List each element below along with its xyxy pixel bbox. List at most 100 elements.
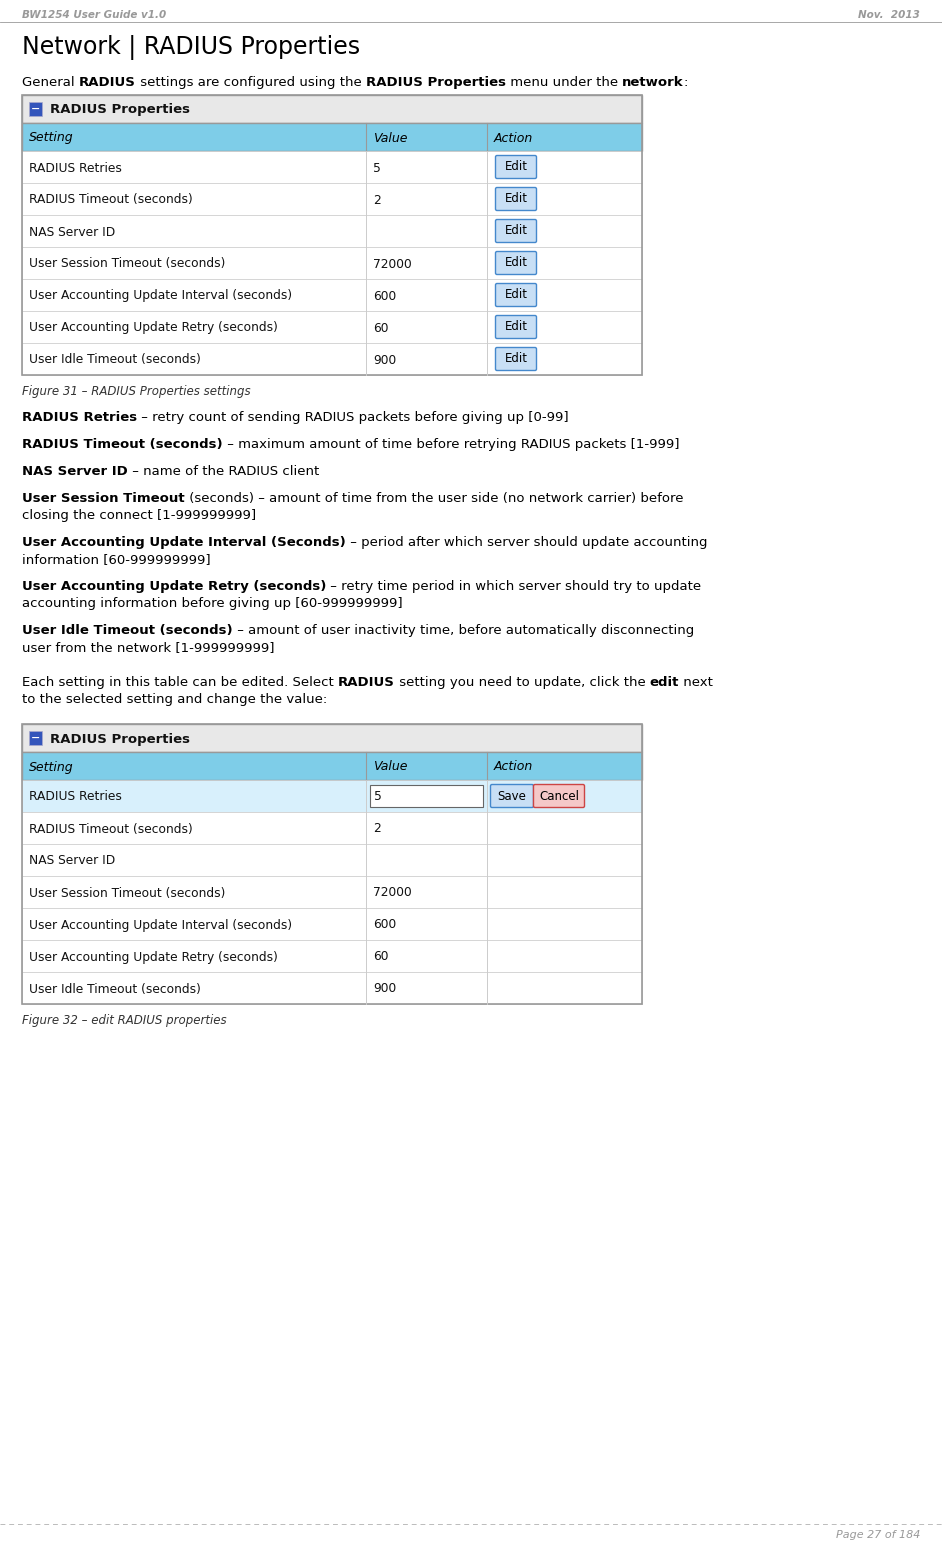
FancyBboxPatch shape bbox=[495, 347, 537, 370]
Text: NAS Server ID: NAS Server ID bbox=[29, 225, 115, 239]
Text: Value: Value bbox=[373, 760, 408, 774]
FancyBboxPatch shape bbox=[22, 725, 642, 752]
Text: settings are configured using the: settings are configured using the bbox=[136, 76, 365, 89]
Text: Each setting in this table can be edited. Select: Each setting in this table can be edited… bbox=[22, 675, 338, 689]
FancyBboxPatch shape bbox=[495, 316, 537, 339]
Text: Network | RADIUS Properties: Network | RADIUS Properties bbox=[22, 35, 360, 60]
Text: – amount of user inactivity time, before automatically disconnecting: – amount of user inactivity time, before… bbox=[233, 625, 694, 637]
FancyBboxPatch shape bbox=[495, 219, 537, 242]
FancyBboxPatch shape bbox=[22, 279, 642, 311]
FancyBboxPatch shape bbox=[22, 96, 642, 123]
Text: Edit: Edit bbox=[505, 193, 528, 205]
Text: Edit: Edit bbox=[505, 256, 528, 270]
FancyBboxPatch shape bbox=[22, 752, 642, 780]
Text: 72000: 72000 bbox=[373, 258, 412, 270]
Text: 5: 5 bbox=[374, 790, 382, 802]
Text: General: General bbox=[22, 76, 79, 89]
Text: RADIUS: RADIUS bbox=[338, 675, 395, 689]
Text: closing the connect [1-999999999]: closing the connect [1-999999999] bbox=[22, 509, 256, 523]
Text: setting you need to update, click the: setting you need to update, click the bbox=[395, 675, 650, 689]
Text: Action: Action bbox=[494, 760, 533, 774]
Text: Setting: Setting bbox=[29, 131, 73, 145]
Text: :: : bbox=[684, 76, 688, 89]
Text: RADIUS: RADIUS bbox=[79, 76, 136, 89]
Text: Setting: Setting bbox=[29, 760, 73, 774]
Text: Edit: Edit bbox=[505, 288, 528, 302]
Text: Edit: Edit bbox=[505, 225, 528, 237]
FancyBboxPatch shape bbox=[22, 247, 642, 279]
Text: RADIUS Properties: RADIUS Properties bbox=[50, 732, 190, 745]
FancyBboxPatch shape bbox=[29, 731, 42, 745]
FancyBboxPatch shape bbox=[22, 780, 642, 813]
Text: Edit: Edit bbox=[505, 353, 528, 365]
Text: 900: 900 bbox=[373, 982, 397, 996]
Text: network: network bbox=[622, 76, 684, 89]
FancyBboxPatch shape bbox=[491, 785, 533, 808]
FancyBboxPatch shape bbox=[22, 214, 642, 247]
Text: −: − bbox=[31, 103, 41, 114]
FancyBboxPatch shape bbox=[22, 183, 642, 214]
Text: RADIUS Retries: RADIUS Retries bbox=[29, 791, 122, 803]
FancyBboxPatch shape bbox=[370, 785, 483, 806]
Text: User Idle Timeout (seconds): User Idle Timeout (seconds) bbox=[29, 353, 201, 367]
Text: – maximum amount of time before retrying RADIUS packets [1-999]: – maximum amount of time before retrying… bbox=[222, 438, 679, 450]
FancyBboxPatch shape bbox=[22, 123, 642, 151]
Text: (seconds) – amount of time from the user side (no network carrier) before: (seconds) – amount of time from the user… bbox=[185, 492, 683, 504]
FancyBboxPatch shape bbox=[495, 251, 537, 274]
Text: Action: Action bbox=[494, 131, 533, 145]
Text: 600: 600 bbox=[373, 919, 397, 931]
Text: User Accounting Update Retry (seconds): User Accounting Update Retry (seconds) bbox=[22, 580, 326, 594]
FancyBboxPatch shape bbox=[22, 311, 642, 342]
Text: 60: 60 bbox=[373, 321, 389, 335]
Text: Figure 31 – RADIUS Properties settings: Figure 31 – RADIUS Properties settings bbox=[22, 386, 251, 398]
Text: User Accounting Update Interval (seconds): User Accounting Update Interval (seconds… bbox=[29, 919, 292, 931]
Text: User Session Timeout (seconds): User Session Timeout (seconds) bbox=[29, 258, 225, 270]
FancyBboxPatch shape bbox=[22, 843, 642, 876]
Text: RADIUS Timeout (seconds): RADIUS Timeout (seconds) bbox=[29, 193, 193, 207]
Text: Nov.  2013: Nov. 2013 bbox=[858, 9, 920, 20]
Text: – name of the RADIUS client: – name of the RADIUS client bbox=[128, 466, 319, 478]
Text: 600: 600 bbox=[373, 290, 397, 302]
Text: RADIUS Timeout (seconds): RADIUS Timeout (seconds) bbox=[22, 438, 222, 450]
FancyBboxPatch shape bbox=[22, 941, 642, 971]
Text: Value: Value bbox=[373, 131, 408, 145]
Text: edit: edit bbox=[650, 675, 679, 689]
Text: 5: 5 bbox=[373, 162, 381, 174]
Text: 2: 2 bbox=[373, 193, 381, 207]
FancyBboxPatch shape bbox=[22, 342, 642, 375]
Text: 900: 900 bbox=[373, 353, 397, 367]
Text: User Accounting Update Retry (seconds): User Accounting Update Retry (seconds) bbox=[29, 321, 278, 335]
Text: User Accounting Update Interval (seconds): User Accounting Update Interval (seconds… bbox=[29, 290, 292, 302]
Text: Figure 32 – edit RADIUS properties: Figure 32 – edit RADIUS properties bbox=[22, 1015, 227, 1027]
Text: User Session Timeout (seconds): User Session Timeout (seconds) bbox=[29, 887, 225, 899]
FancyBboxPatch shape bbox=[22, 971, 642, 1004]
Text: 2: 2 bbox=[373, 822, 381, 836]
Text: accounting information before giving up [60-999999999]: accounting information before giving up … bbox=[22, 597, 402, 611]
Text: 60: 60 bbox=[373, 950, 389, 964]
FancyBboxPatch shape bbox=[22, 151, 642, 183]
Text: RADIUS Properties: RADIUS Properties bbox=[50, 103, 190, 117]
Text: BW1254 User Guide v1.0: BW1254 User Guide v1.0 bbox=[22, 9, 166, 20]
Text: – retry time period in which server should try to update: – retry time period in which server shou… bbox=[326, 580, 702, 594]
Text: Cancel: Cancel bbox=[539, 790, 579, 802]
Text: Page 27 of 184: Page 27 of 184 bbox=[836, 1530, 920, 1540]
FancyBboxPatch shape bbox=[495, 156, 537, 179]
Text: menu under the: menu under the bbox=[506, 76, 622, 89]
Text: to the selected setting and change the value:: to the selected setting and change the v… bbox=[22, 692, 327, 706]
Text: RADIUS Properties: RADIUS Properties bbox=[365, 76, 506, 89]
Text: User Idle Timeout (seconds): User Idle Timeout (seconds) bbox=[22, 625, 233, 637]
FancyBboxPatch shape bbox=[495, 188, 537, 211]
FancyBboxPatch shape bbox=[22, 813, 642, 843]
Text: NAS Server ID: NAS Server ID bbox=[29, 854, 115, 868]
Text: user from the network [1-999999999]: user from the network [1-999999999] bbox=[22, 641, 274, 654]
Text: −: − bbox=[31, 732, 41, 743]
FancyBboxPatch shape bbox=[29, 102, 42, 116]
Text: User Accounting Update Retry (seconds): User Accounting Update Retry (seconds) bbox=[29, 950, 278, 964]
Text: Edit: Edit bbox=[505, 321, 528, 333]
Text: RADIUS Retries: RADIUS Retries bbox=[22, 412, 138, 424]
FancyBboxPatch shape bbox=[22, 876, 642, 908]
Text: information [60-999999999]: information [60-999999999] bbox=[22, 554, 211, 566]
Text: User Session Timeout: User Session Timeout bbox=[22, 492, 185, 504]
Text: Edit: Edit bbox=[505, 160, 528, 174]
Text: – retry count of sending RADIUS packets before giving up [0-99]: – retry count of sending RADIUS packets … bbox=[138, 412, 569, 424]
